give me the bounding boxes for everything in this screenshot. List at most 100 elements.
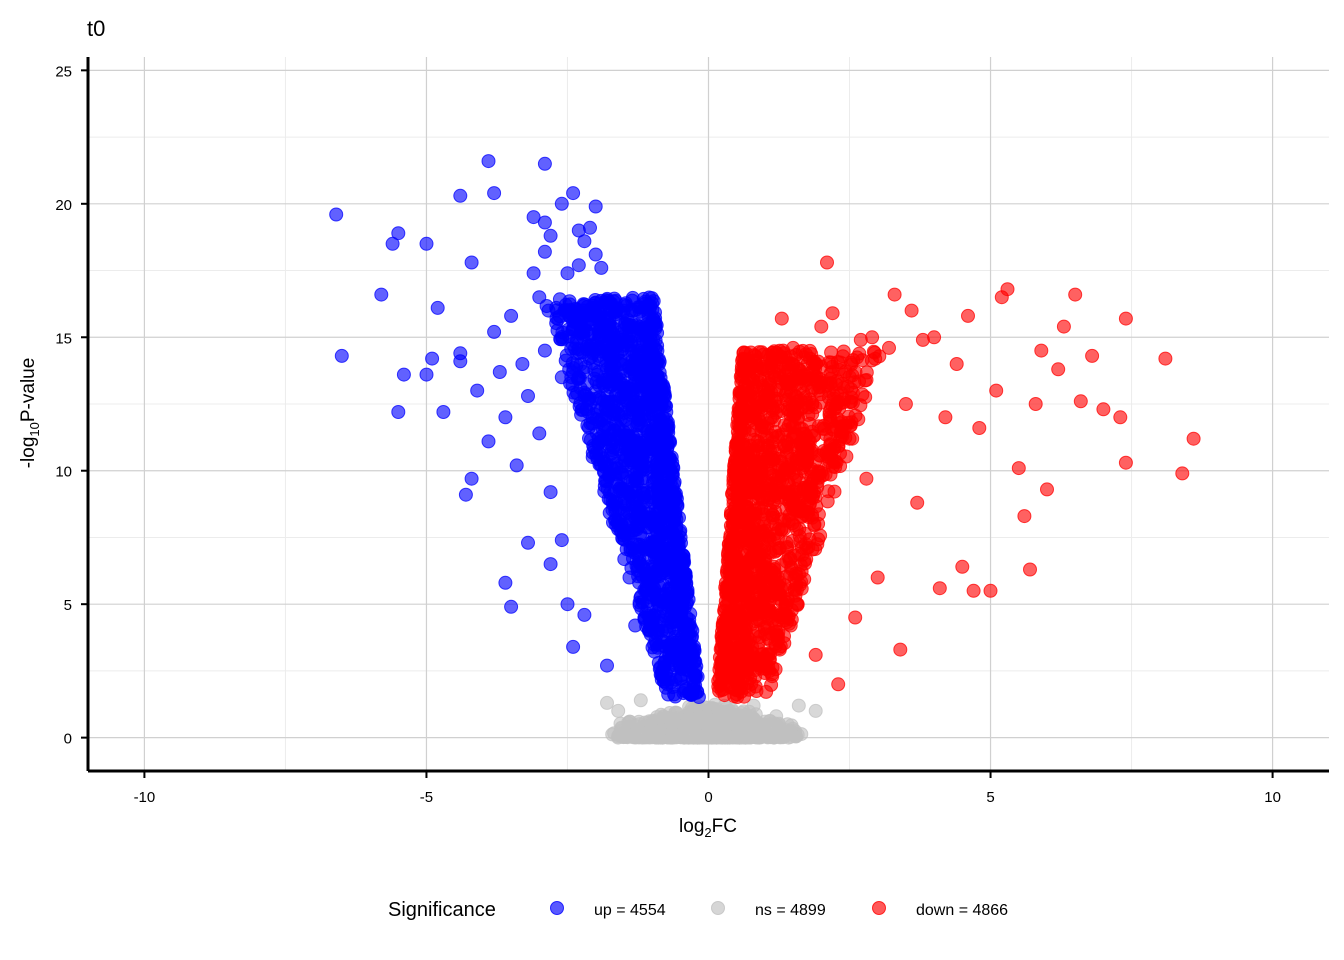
data-point <box>614 726 629 741</box>
y-tick-label: 15 <box>55 330 72 347</box>
data-point <box>746 698 761 713</box>
data-point <box>829 396 844 411</box>
data-point <box>1085 348 1100 363</box>
data-point <box>616 495 631 510</box>
data-point <box>1017 509 1032 524</box>
data-point <box>634 377 649 392</box>
data-point <box>577 607 592 622</box>
legend-swatch <box>711 901 725 915</box>
data-point <box>430 300 445 315</box>
data-point <box>898 397 913 411</box>
data-point <box>623 420 638 435</box>
data-point <box>597 479 612 493</box>
x-tick-label: -10 <box>134 789 156 806</box>
data-point <box>537 343 552 358</box>
data-point <box>537 244 552 259</box>
data-point <box>498 410 513 425</box>
data-point <box>628 484 643 499</box>
data-point <box>836 344 851 359</box>
data-point <box>712 720 727 734</box>
data-point <box>687 639 701 654</box>
data-point <box>1011 461 1026 476</box>
data-point <box>680 595 695 610</box>
data-point <box>779 598 794 612</box>
data-point <box>782 397 797 412</box>
y-tick-label: 0 <box>64 731 72 748</box>
data-point <box>731 428 746 443</box>
data-point <box>616 378 631 393</box>
data-point <box>634 589 648 604</box>
y-axis-title: -log10P-value <box>18 358 42 469</box>
data-point <box>701 725 716 740</box>
data-point <box>675 556 690 571</box>
data-point <box>972 421 987 435</box>
data-point <box>751 480 766 495</box>
data-point <box>610 301 625 316</box>
data-point <box>788 502 803 517</box>
data-point <box>622 714 637 729</box>
data-point <box>749 684 764 698</box>
data-point <box>882 340 896 355</box>
data-point <box>660 453 675 468</box>
data-point <box>739 533 754 548</box>
data-point <box>594 413 609 427</box>
data-point <box>611 703 626 718</box>
data-point <box>821 384 836 399</box>
x-tick-label: 10 <box>1264 789 1281 806</box>
data-point <box>566 186 581 201</box>
data-point <box>644 425 659 439</box>
data-point <box>853 332 868 347</box>
data-point <box>716 682 731 697</box>
data-point <box>656 709 671 724</box>
data-point <box>645 397 660 411</box>
data-point <box>543 557 558 572</box>
data-point <box>1000 282 1015 297</box>
data-point <box>763 545 778 560</box>
data-point <box>778 613 792 627</box>
data-point <box>577 234 592 249</box>
data-point <box>932 581 947 596</box>
data-point <box>655 508 670 523</box>
data-point <box>736 356 751 371</box>
data-point <box>717 600 732 614</box>
data-point <box>504 599 519 614</box>
data-point <box>824 452 839 467</box>
data-point <box>752 581 767 596</box>
data-point <box>955 559 970 574</box>
data-point <box>730 605 745 620</box>
data-point <box>537 215 552 230</box>
data-point <box>927 330 942 345</box>
data-point <box>543 228 558 243</box>
data-point <box>865 330 880 345</box>
data-point <box>762 373 777 388</box>
data-point <box>684 687 699 702</box>
data-point <box>453 354 468 369</box>
data-point <box>560 597 575 612</box>
legend-items: up = 4554 ns = 4899 down = 4866 <box>550 901 1008 919</box>
data-point <box>633 453 648 467</box>
data-point <box>655 669 670 684</box>
data-point <box>611 335 626 350</box>
data-point <box>532 290 547 305</box>
data-point <box>842 431 857 446</box>
data-point <box>641 298 656 313</box>
data-point <box>662 581 676 596</box>
data-point <box>1175 466 1190 481</box>
legend-label: up = 4554 <box>594 902 666 919</box>
data-point <box>657 635 672 650</box>
data-point <box>740 446 755 461</box>
data-point <box>848 610 863 625</box>
data-point <box>678 717 693 732</box>
data-point <box>464 471 479 486</box>
data-point <box>1051 362 1066 377</box>
data-point <box>836 367 851 382</box>
data-point <box>453 188 468 203</box>
data-point <box>840 379 855 394</box>
data-point <box>799 441 814 456</box>
data-point <box>735 722 750 737</box>
data-point <box>1068 287 1083 302</box>
data-point <box>600 658 614 673</box>
legend-swatch <box>550 901 564 915</box>
data-point <box>887 287 902 302</box>
data-point <box>748 669 762 684</box>
